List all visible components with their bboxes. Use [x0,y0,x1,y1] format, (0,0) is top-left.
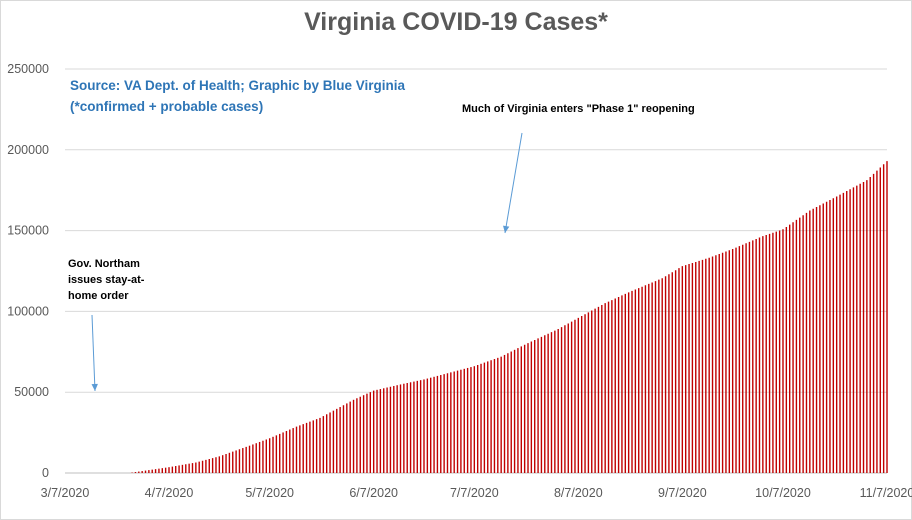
source-note: Source: VA Dept. of Health; Graphic by B… [70,75,405,117]
arrow-stay-at-home-head [91,383,98,391]
y-axis-tick-labels: 0 50000 100000 150000 200000 250000 [7,62,49,480]
x-tick-label: 3/7/2020 [41,486,90,500]
source-line-2: (*confirmed + probable cases) [70,99,264,114]
y-tick-label: 50000 [14,385,49,399]
annotation-arrows [91,132,523,392]
arrow-phase-1-head [503,225,510,233]
annotation-stay-at-home: Gov. Northam issues stay-at-home order [68,258,145,302]
gridlines [65,68,887,474]
x-tick-label: 10/7/2020 [755,486,811,500]
x-tick-label: 11/7/2020 [860,486,912,500]
arrow-phase-1 [504,132,523,234]
y-tick-label: 200000 [7,143,49,157]
y-tick-label: 0 [42,466,49,480]
annotation-phase-1: Much of Virginia enters "Phase 1" reopen… [462,103,695,115]
x-tick-label: 9/7/2020 [658,486,707,500]
arrow-stay-at-home [91,314,96,392]
y-tick-label: 150000 [7,224,49,238]
x-tick-label: 7/7/2020 [450,486,499,500]
y-tick-label: 100000 [7,304,49,318]
chart-title: Virginia COVID-19 Cases* [304,8,608,36]
x-tick-label: 6/7/2020 [349,486,398,500]
bar-series [131,161,888,473]
y-tick-label: 250000 [7,62,49,76]
x-axis-tick-labels: 3/7/2020 4/7/2020 5/7/2020 6/7/2020 7/7/2020… [41,486,912,500]
source-line-1: Source: VA Dept. of Health; Graphic by B… [70,78,406,93]
x-tick-label: 5/7/2020 [245,486,294,500]
x-tick-label: 4/7/2020 [145,486,194,500]
x-tick-label: 8/7/2020 [554,486,603,500]
